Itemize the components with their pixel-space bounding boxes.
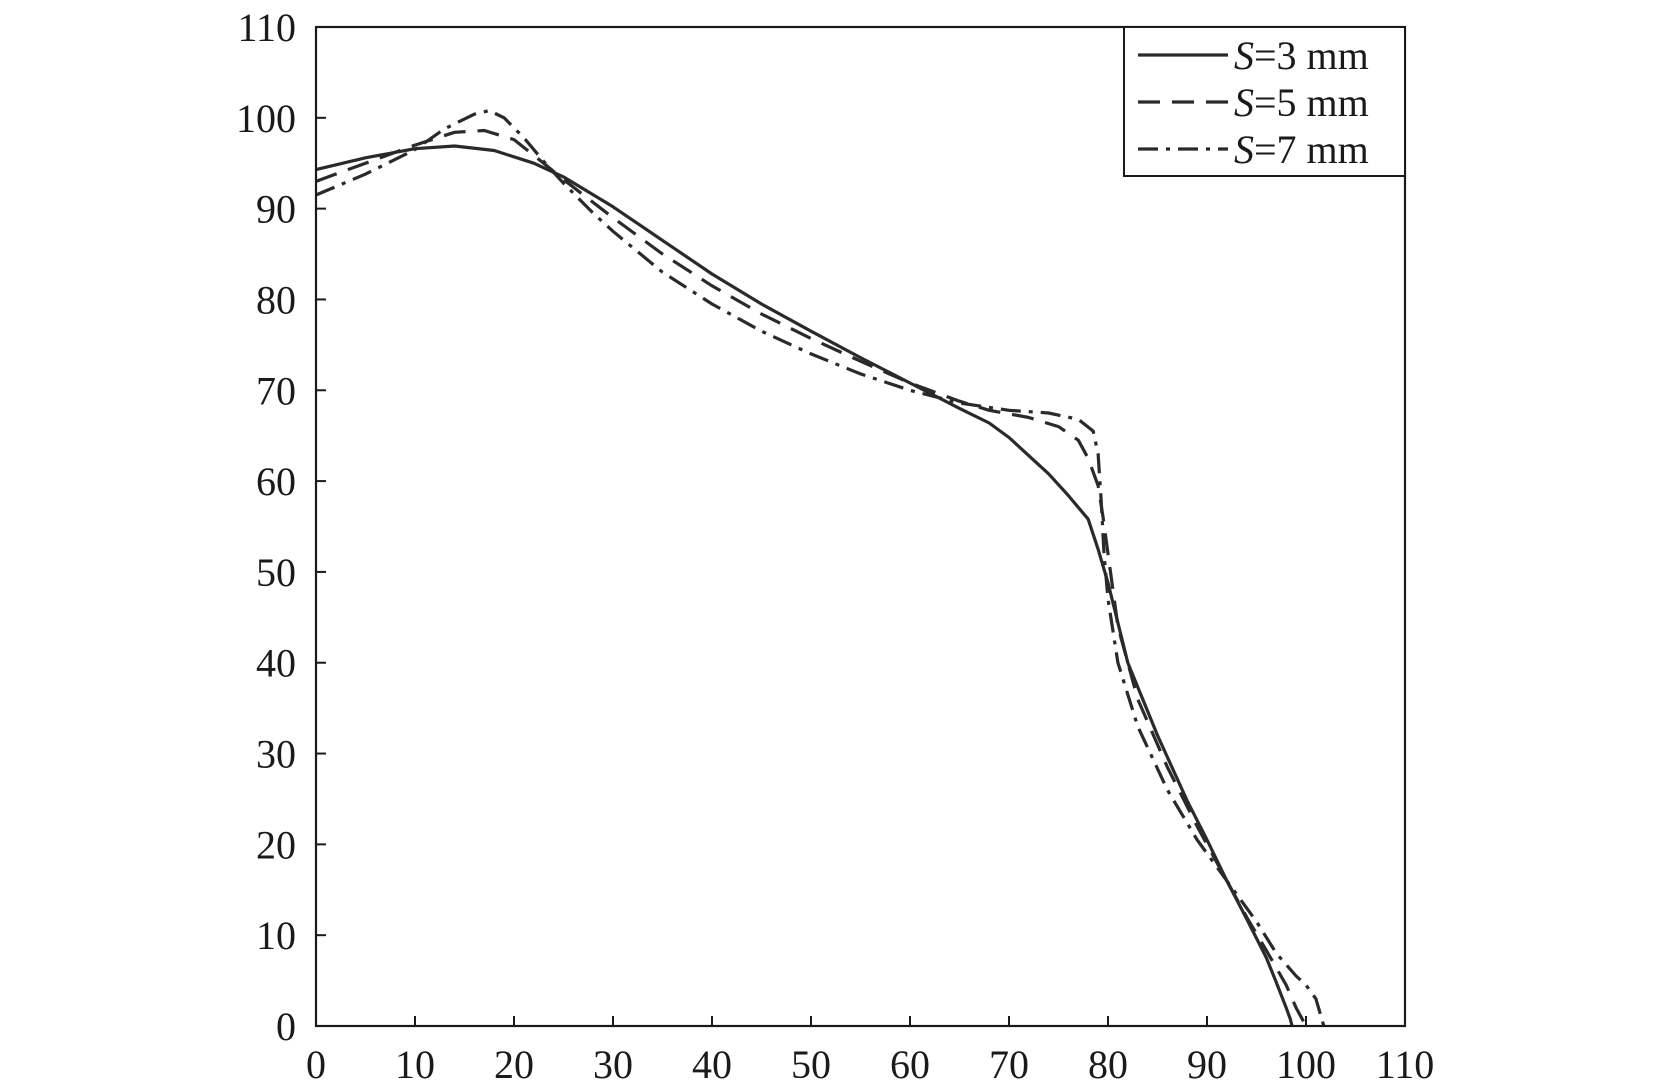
y-tick-label: 60 — [256, 459, 296, 504]
y-tick-label: 0 — [276, 1004, 296, 1049]
legend: S=3 mmS=5 mmS=7 mm — [1123, 26, 1406, 177]
x-tick-label: 60 — [890, 1042, 930, 1087]
series-line-3 — [315, 109, 1326, 1027]
ticks-layer — [316, 116, 1307, 1026]
x-tick-label: 90 — [1187, 1042, 1227, 1087]
y-tick-label: 50 — [256, 550, 296, 595]
y-tick-label: 40 — [256, 641, 296, 686]
x-tick-label: 80 — [1088, 1042, 1128, 1087]
y-tick-label: 70 — [256, 368, 296, 413]
series-line-2 — [315, 128, 1308, 1027]
legend-label-3: S=7 mm — [1234, 127, 1369, 172]
x-tick-label: 50 — [791, 1042, 831, 1087]
x-tick-label: 110 — [1376, 1042, 1435, 1087]
y-tick-label: 100 — [236, 96, 296, 141]
legend-box — [1123, 26, 1406, 177]
x-tick-label: 20 — [494, 1042, 534, 1087]
x-tick-label: 70 — [989, 1042, 1029, 1087]
x-tick-label: 100 — [1276, 1042, 1336, 1087]
x-tick-labels: 0 10 20 30 40 50 60 70 80 90 100 110 — [306, 1042, 1434, 1087]
y-tick-label: 30 — [256, 732, 296, 777]
x-tick-label: 0 — [306, 1042, 326, 1087]
legend-label-2: S=5 mm — [1234, 80, 1369, 125]
x-tick-label: 30 — [593, 1042, 633, 1087]
series-layer — [315, 109, 1326, 1027]
plot-frame — [314, 25, 1407, 1028]
legend-label-1: S=3 mm — [1234, 33, 1369, 78]
y-tick-labels: 0 10 20 30 40 50 60 70 80 90 100 110 — [236, 5, 296, 1049]
series-line-1 — [315, 144, 1294, 1027]
y-tick-label: 80 — [256, 277, 296, 322]
y-tick-label: 10 — [256, 913, 296, 958]
x-tick-label: 10 — [395, 1042, 435, 1087]
y-tick-label: 110 — [237, 5, 296, 50]
y-tick-label: 90 — [256, 187, 296, 232]
x-tick-label: 40 — [692, 1042, 732, 1087]
y-tick-label: 20 — [256, 822, 296, 867]
